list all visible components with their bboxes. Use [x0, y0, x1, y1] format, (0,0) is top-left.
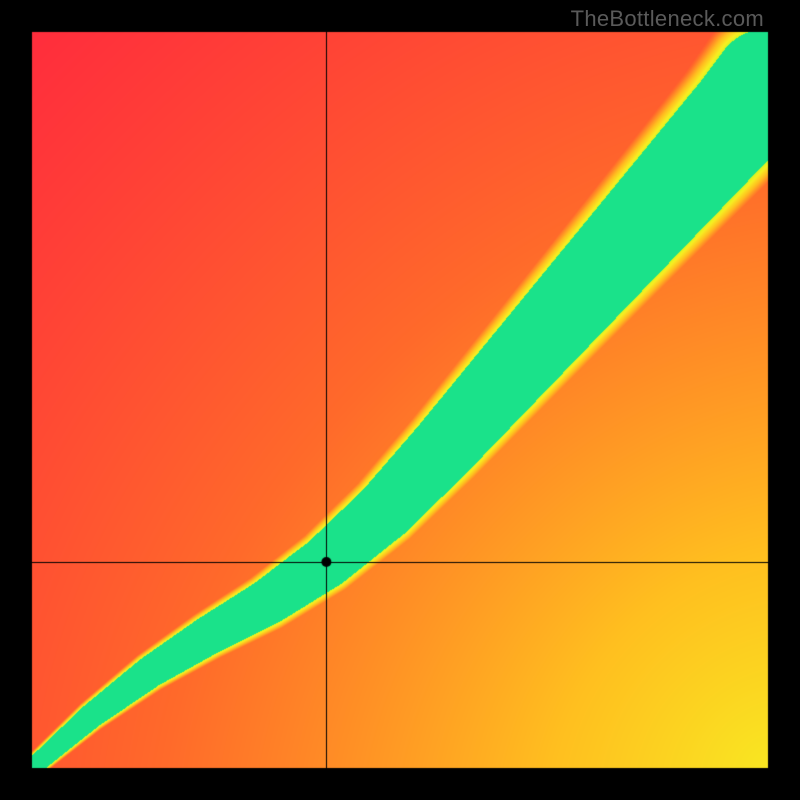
heatmap-canvas — [0, 0, 800, 800]
watermark-text: TheBottleneck.com — [571, 6, 764, 32]
chart-container: TheBottleneck.com — [0, 0, 800, 800]
